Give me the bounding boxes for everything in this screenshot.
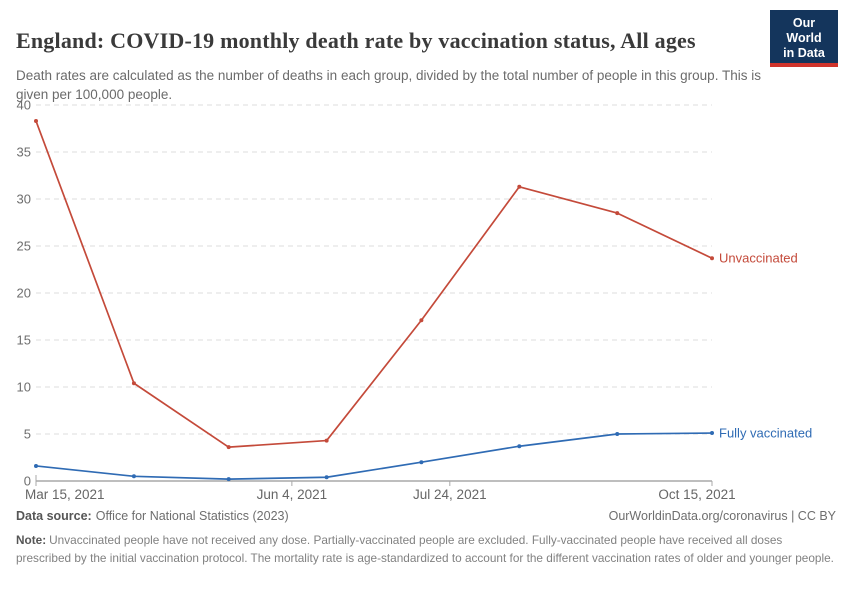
- y-axis-tick-label: 25: [17, 239, 31, 254]
- line-chart-canvas: 0 5 10 15 20 25 30 35 40 Mar 15, 2021 Jun 4, 2021 J…: [17, 98, 813, 503]
- y-axis-tick-label: 20: [17, 286, 31, 301]
- fully-vaccinated-data-point: [710, 431, 714, 436]
- unvaccinated-data-point: [710, 256, 714, 261]
- data-source-value: Office for National Statistics (2023): [95, 509, 289, 523]
- x-axis-tick-label: Mar 15, 2021: [25, 487, 105, 502]
- unvaccinated-data-point: [324, 438, 329, 443]
- x-axis-tick-label: Oct 15, 2021: [658, 487, 735, 502]
- owid-logo: Our World in Data: [770, 10, 838, 68]
- y-axis-tick-label: 30: [17, 192, 31, 207]
- data-source-label: Data source:: [16, 509, 92, 523]
- y-axis-tick-label: 0: [24, 474, 31, 489]
- owid-logo-line1: Our World: [786, 16, 822, 45]
- chart-footer: Data source: Office for National Statisti…: [16, 509, 836, 567]
- owid-logo-line2: in Data: [783, 45, 825, 60]
- unvaccinated-data-point: [34, 118, 38, 123]
- unvaccinated-series-label: Unvaccinated: [719, 251, 798, 266]
- fully-vaccinated-data-point: [131, 474, 136, 479]
- data-source: Data source: Office for National Statisti…: [16, 509, 289, 523]
- owid-url-link[interactable]: OurWorldinData.org/coronavirus | CC BY: [608, 509, 836, 523]
- y-axis-tick-label: 35: [17, 145, 31, 160]
- y-axis-tick-label: 5: [24, 427, 31, 442]
- note-label: Note:: [16, 533, 47, 547]
- fully-vaccinated-data-point: [34, 463, 38, 468]
- unvaccinated-data-point: [615, 211, 620, 216]
- chart-title: England: COVID-19 monthly death rate by …: [16, 27, 696, 53]
- fully-vaccinated-series-label: Fully vaccinated: [719, 426, 812, 441]
- fully-vaccinated-data-point: [615, 432, 620, 436]
- unvaccinated-data-point: [226, 445, 231, 450]
- y-axis-tick-label: 40: [17, 98, 31, 113]
- note-text: Unvaccinated people have not received an…: [16, 533, 834, 565]
- chart-subtitle: Death rates are calculated as the number…: [16, 67, 761, 102]
- fully-vaccinated-data-point: [419, 460, 424, 465]
- x-axis-tick-label: Jul 24, 2021: [413, 487, 487, 502]
- fully-vaccinated-data-point: [517, 444, 522, 449]
- unvaccinated-data-point: [517, 184, 522, 189]
- x-axis-tick-label: Jun 4, 2021: [257, 487, 328, 502]
- source-row: Data source: Office for National Statisti…: [16, 509, 836, 523]
- fully-vaccinated-data-point: [324, 475, 329, 480]
- unvaccinated-data-point: [419, 318, 424, 323]
- y-axis-tick-label: 10: [17, 380, 31, 395]
- unvaccinated-line: [35, 120, 713, 449]
- fully-vaccinated-data-point: [226, 477, 231, 482]
- unvaccinated-data-point: [131, 381, 136, 386]
- y-axis-tick-label: 15: [17, 333, 31, 348]
- fully-vaccinated-line: [35, 432, 713, 480]
- note-row: Note: Unvaccinated people have not receiv…: [16, 532, 836, 567]
